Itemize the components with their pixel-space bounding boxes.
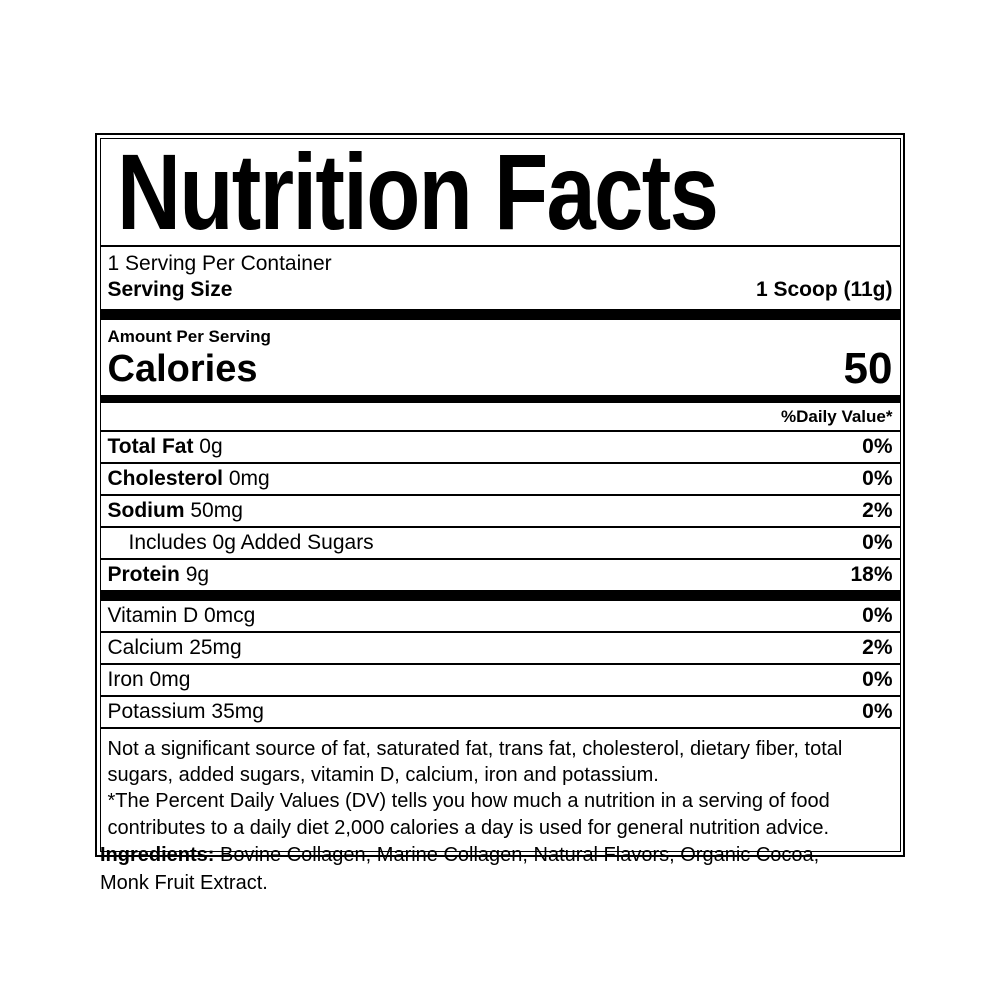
nutrient-name-amount: Cholesterol 0mg — [107, 466, 270, 490]
micronutrient-row-calcium: Calcium 25mg 2% — [100, 633, 900, 665]
footnote-not-significant: Not a significant source of fat, saturat… — [107, 737, 843, 786]
calories-value: 50 — [843, 343, 893, 393]
nutrient-row-added-sugars: Includes 0g Added Sugars 0% — [100, 528, 900, 560]
nutrition-facts-label: Nutrition Facts 1 Serving Per Container … — [95, 133, 905, 857]
micronutrient-row-vitamin-d: Vitamin D 0mcg 0% — [100, 601, 900, 633]
nutrient-name-amount: Iron 0mg — [107, 667, 191, 691]
calories-row: Calories 50 — [101, 343, 900, 395]
divider-medium — [100, 394, 900, 403]
nutrient-row-sodium: Sodium 50mg 2% — [100, 496, 900, 528]
servings-per-container: 1 Serving Per Container — [107, 251, 332, 275]
nutrient-name-amount: Calcium 25mg — [107, 635, 242, 659]
divider-thick-top — [100, 308, 900, 320]
nutrient-name-amount: Protein 9g — [107, 562, 210, 586]
label-title-box: Nutrition Facts — [100, 138, 900, 247]
nutrient-name-amount: Vitamin D 0mcg — [107, 603, 256, 627]
serving-size-row: Serving Size 1 Scoop (11g) — [101, 278, 900, 309]
micronutrient-row-iron: Iron 0mg 0% — [100, 665, 900, 697]
nutrient-name-amount: Sodium 50mg — [107, 498, 243, 522]
nutrient-daily-value: 18% — [850, 562, 893, 586]
nutrient-daily-value: 0% — [862, 603, 893, 627]
amount-per-serving: Amount Per Serving — [107, 326, 271, 346]
footnote-percent-daily-value: *The Percent Daily Values (DV) tells you… — [107, 790, 830, 839]
nutrient-name-amount: Includes 0g Added Sugars — [128, 530, 374, 554]
ingredients-section: Ingredients: Bovine Collagen, Marine Col… — [100, 842, 860, 897]
nutrient-daily-value: 0% — [862, 530, 893, 554]
serving-size-label: Serving Size — [107, 277, 233, 301]
ingredients-list: Bovine Collagen, Marine Collagen, Natura… — [100, 844, 820, 894]
nutrient-daily-value: 0% — [862, 466, 893, 490]
calories-label: Calories — [107, 347, 258, 390]
serving-size-value: 1 Scoop (11g) — [755, 277, 893, 301]
nutrient-daily-value: 0% — [862, 667, 893, 691]
nutrient-row-total-fat: Total Fat 0g 0% — [100, 432, 900, 464]
nutrient-daily-value: 2% — [862, 498, 893, 522]
nutrition-facts-inner-box: Nutrition Facts 1 Serving Per Container … — [99, 137, 901, 853]
nutrient-name-amount: Total Fat 0g — [107, 434, 223, 458]
nutrient-name-amount: Potassium 35mg — [107, 699, 264, 723]
ingredients-label: Ingredients: — [100, 844, 215, 866]
footnote-section: Not a significant source of fat, saturat… — [101, 729, 900, 852]
nutrient-row-cholesterol: Cholesterol 0mg 0% — [100, 464, 900, 496]
nutrient-daily-value: 0% — [862, 434, 893, 458]
daily-value-header: %Daily Value* — [100, 403, 900, 432]
divider-thick-bottom — [100, 589, 900, 601]
nutrient-daily-value: 0% — [862, 699, 893, 723]
nutrient-daily-value: 2% — [862, 635, 893, 659]
micronutrient-row-potassium: Potassium 35mg 0% — [100, 697, 900, 729]
label-title: Nutrition Facts — [116, 138, 719, 247]
nutrient-row-protein: Protein 9g 18% — [101, 560, 900, 590]
